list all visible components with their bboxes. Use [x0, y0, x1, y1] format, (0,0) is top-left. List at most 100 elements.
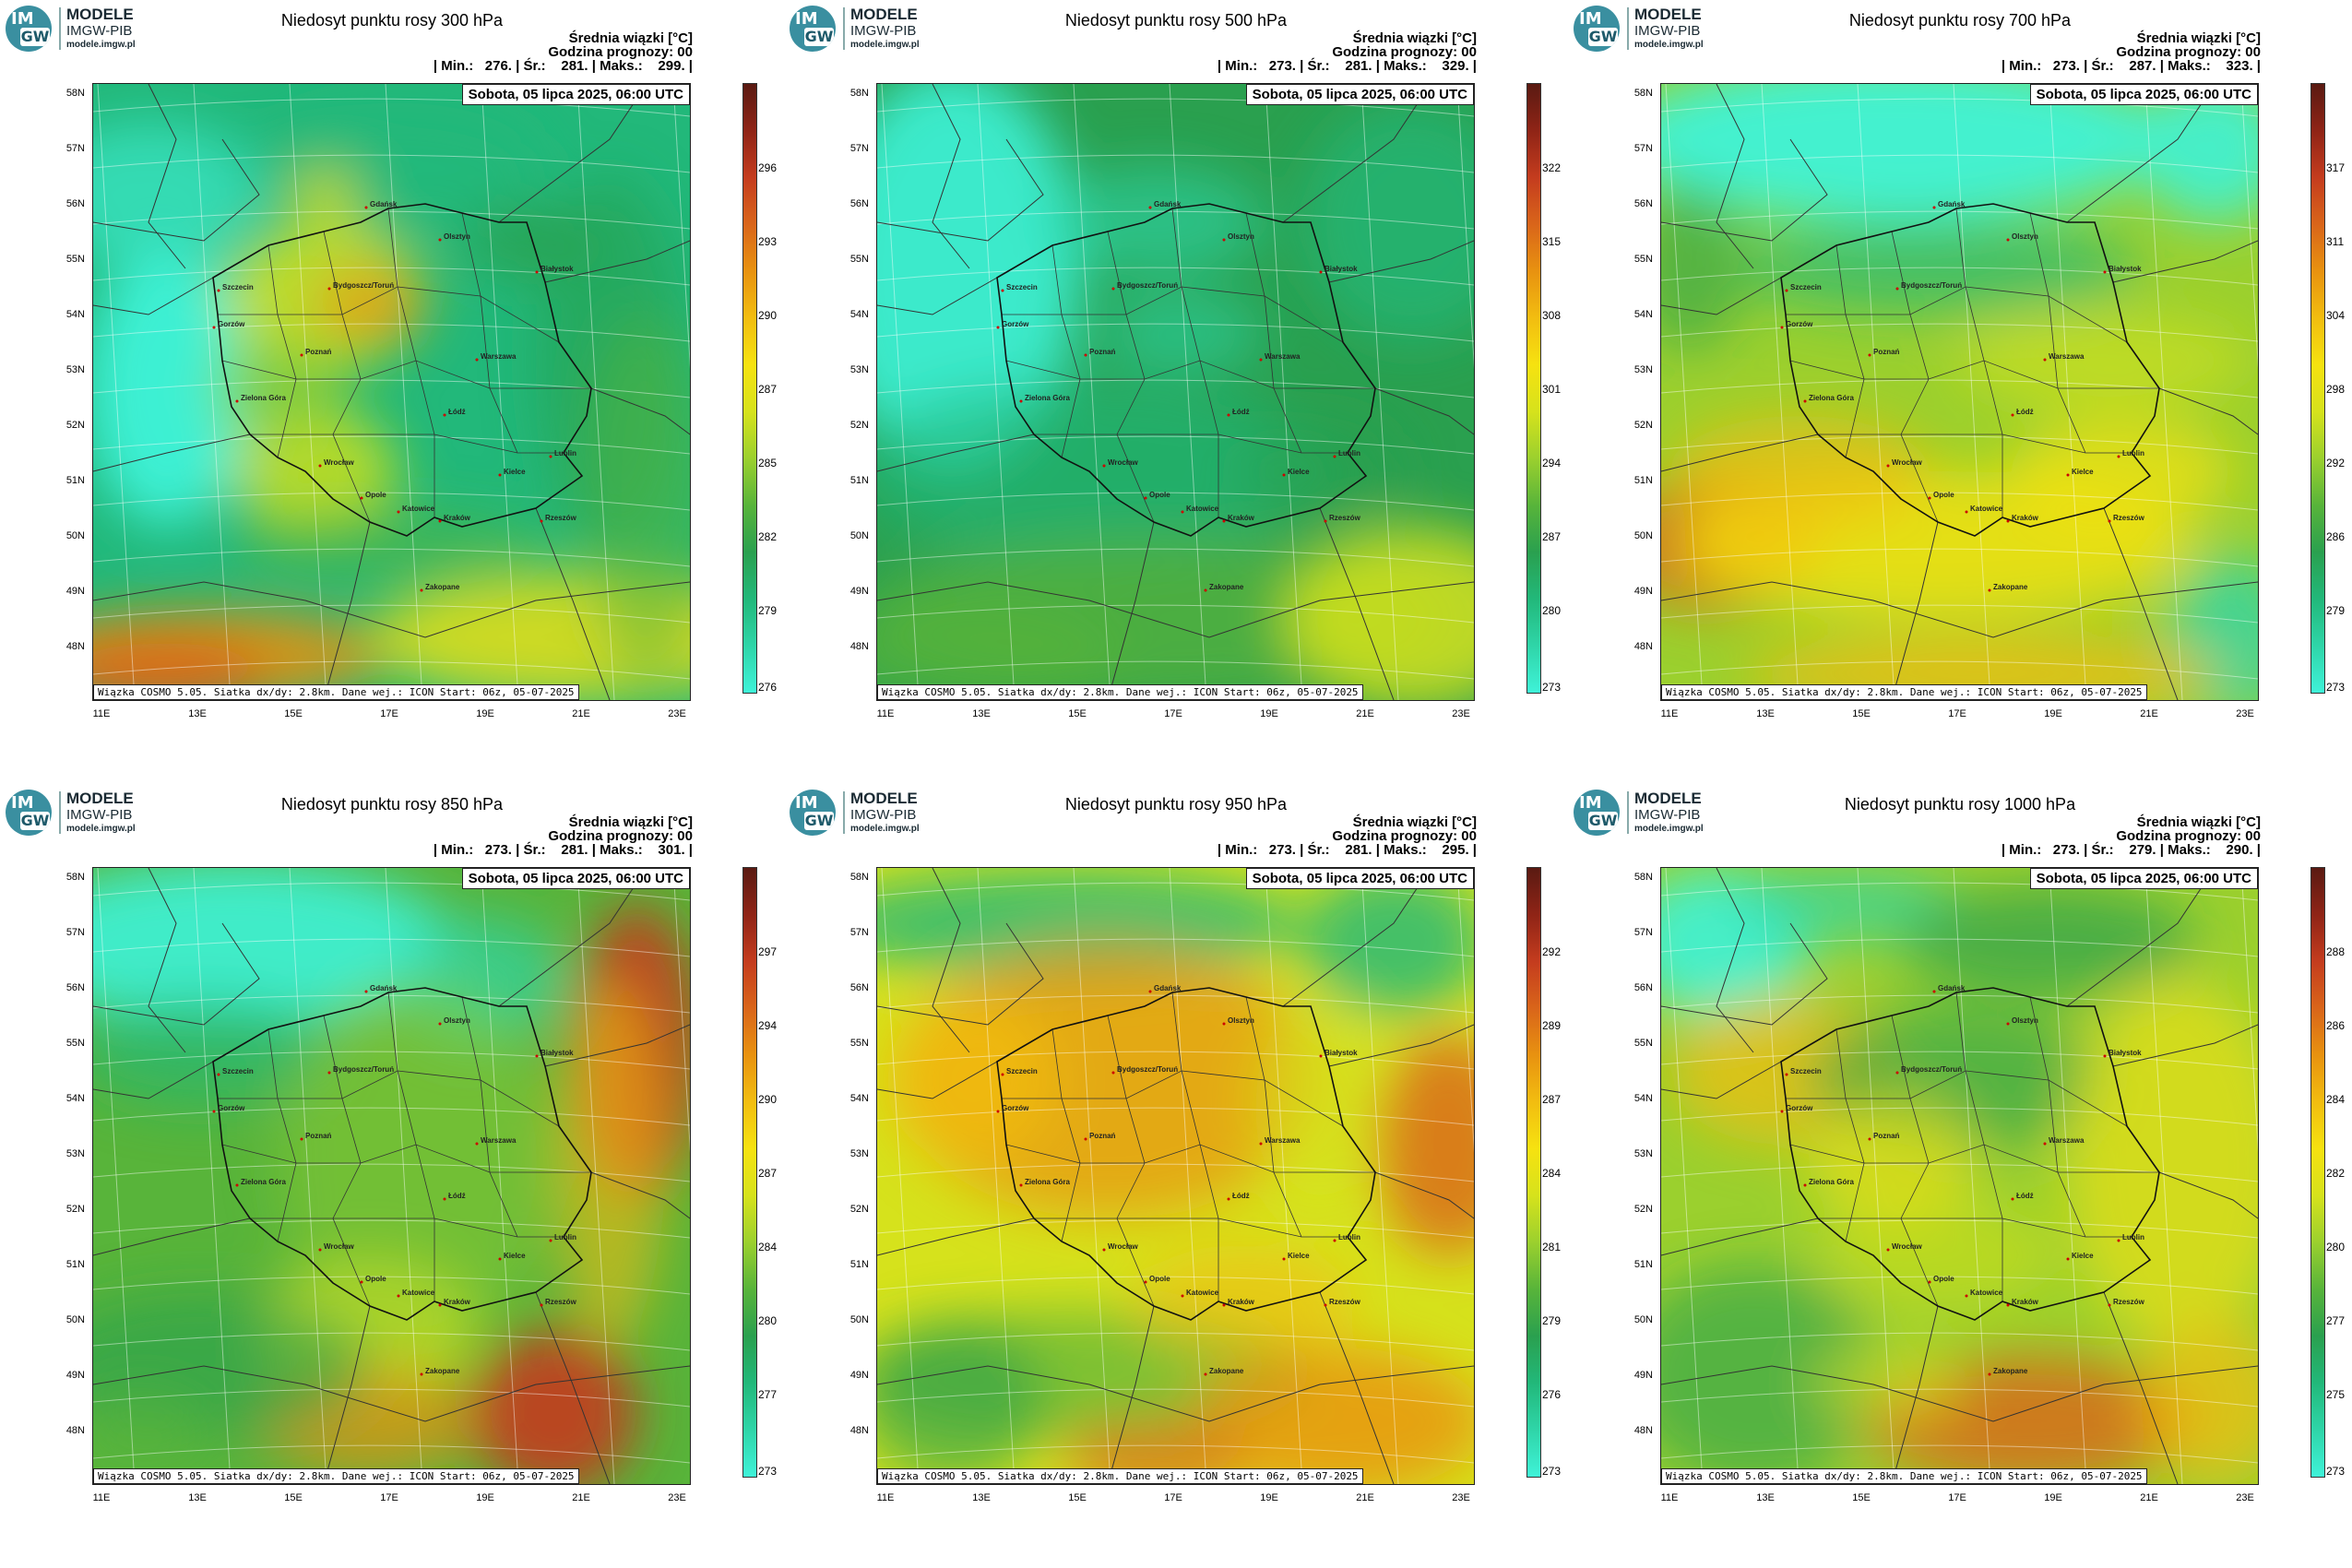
city-marker	[1932, 206, 1936, 209]
city-label: Zielona Góra	[1809, 1178, 1854, 1186]
forecast-hour: Godzina prognozy: 00	[2116, 44, 2261, 60]
city-label: Poznań	[1873, 348, 1900, 356]
city-label: Wrocław	[1108, 458, 1138, 467]
voivodeship-border	[1818, 1218, 2132, 1238]
city-label: Zakopane	[1993, 583, 2028, 591]
country-border	[93, 922, 260, 1026]
graticule-line	[877, 1276, 1474, 1295]
country-border	[1661, 922, 1828, 1026]
field-region	[877, 1320, 1043, 1484]
city-label: Wrocław	[1892, 458, 1922, 467]
country-border	[93, 1061, 214, 1099]
city-label: Rzeszów	[545, 1298, 576, 1306]
latitude-label: 57N	[1633, 927, 1653, 938]
graticule-line	[385, 868, 423, 1484]
voivodeship-border	[250, 434, 564, 454]
city-marker	[2066, 1257, 2070, 1261]
country-border	[1661, 1218, 1819, 1256]
voivodeship-border	[1245, 212, 1302, 454]
voivodeship-border	[1786, 1070, 2128, 1127]
latitude-label: 50N	[65, 530, 85, 541]
city-marker	[1319, 270, 1323, 274]
latitude-label: 51N	[65, 1259, 85, 1270]
graticule-line	[1360, 84, 1399, 700]
city-marker	[1111, 1071, 1115, 1075]
colorbar	[2310, 867, 2325, 1478]
colorbar-tick: 294	[1542, 457, 1562, 469]
imgw-logo: IM GW MODELE IMGW-PIB modele.imgw.pl	[790, 6, 928, 53]
city-marker	[420, 588, 423, 592]
field-layer	[1661, 868, 2258, 1484]
colorbar	[1526, 83, 1541, 694]
city-marker	[549, 1239, 552, 1242]
latitude-label: 55N	[849, 1038, 869, 1049]
latitude-label: 53N	[65, 1148, 85, 1159]
longitude-label: 15E	[284, 1492, 303, 1503]
longitude-label: 23E	[1452, 1492, 1470, 1503]
city-label: Poznań	[305, 1132, 332, 1140]
panel-title: Niedosyt punktu rosy 500 hPa	[1064, 11, 1288, 30]
city-marker	[1111, 287, 1115, 291]
latitude-label: 56N	[65, 198, 85, 209]
latitude-label: 58N	[65, 88, 85, 99]
city-label: Zielona Góra	[241, 1178, 286, 1186]
logo-mark-bottom: GW	[804, 28, 834, 46]
city-marker	[2103, 1054, 2107, 1058]
city-label: Gdańsk	[1154, 200, 1182, 208]
field-region	[93, 997, 333, 1108]
city-label: Szczecin	[222, 1067, 254, 1075]
logo-url: modele.imgw.pl	[850, 40, 920, 50]
voivodeship-border	[1245, 996, 1302, 1238]
forecast-map: Gdańsk Olsztyn Szczecin Bydgoszcz/Toruń Biał…	[876, 83, 1475, 701]
longitude-label: 15E	[1852, 1492, 1871, 1503]
graticule-line	[1661, 1444, 2258, 1464]
country-border	[323, 1305, 371, 1484]
colorbar-tick: 276	[1542, 1388, 1562, 1401]
city-marker	[1222, 1022, 1226, 1026]
graticule-line	[93, 154, 690, 173]
latitude-label: 55N	[1633, 1038, 1653, 1049]
city-label: Poznań	[1873, 1132, 1900, 1140]
imgw-logo-icon: IM GW	[1574, 6, 1620, 52]
graticule-line	[1169, 84, 1207, 700]
poland-border	[1780, 203, 2160, 537]
city-label: Poznań	[1089, 348, 1116, 356]
graticule-line	[1661, 492, 2258, 511]
graticule-line	[877, 1107, 1474, 1126]
city-marker	[300, 353, 303, 357]
city-label: Opole	[365, 1275, 386, 1283]
graticule-line	[1661, 98, 2258, 117]
field-layer	[877, 84, 1474, 700]
longitude-label: 19E	[1260, 708, 1278, 719]
graticule-line	[1661, 548, 2258, 567]
ensemble-info: Średnia wiązki [°C] Godzina prognozy: 00 |…	[1218, 31, 1477, 73]
colorbar-tick: 277	[2326, 1314, 2346, 1327]
city-marker	[535, 1054, 539, 1058]
city-label: Bydgoszcz/Toruń	[333, 1065, 395, 1074]
city-label: Zakopane	[1209, 583, 1244, 591]
graticule-line	[877, 1051, 1474, 1070]
city-label: Olsztyn	[1228, 232, 1254, 241]
city-marker	[1102, 1248, 1106, 1252]
field-region	[1301, 102, 1474, 342]
city-label: Kielce	[1288, 1252, 1310, 1260]
city-label: Białystok	[540, 1049, 574, 1057]
city-marker	[212, 326, 216, 329]
forecast-map: Gdańsk Olsztyn Szczecin Bydgoszcz/Toruń Biał…	[1660, 83, 2259, 701]
field-region	[877, 84, 1080, 471]
imgw-logo: IM GW MODELE IMGW-PIB modele.imgw.pl	[6, 790, 144, 837]
city-marker	[1227, 1197, 1230, 1201]
colorbar-tick: 296	[758, 161, 778, 174]
voivodeship-border	[1835, 244, 1865, 458]
longitude-label: 23E	[1452, 708, 1470, 719]
city-marker	[318, 1248, 322, 1252]
colorbar-tick: 294	[758, 1019, 778, 1032]
logo-mark-top: IM	[11, 9, 34, 29]
city-label: Zielona Góra	[241, 394, 286, 402]
city-label: Warszawa	[2049, 1136, 2085, 1145]
field-region	[1283, 527, 1474, 700]
panel-title: Niedosyt punktu rosy 950 hPa	[1064, 795, 1288, 814]
city-label: Opole	[1149, 491, 1170, 499]
latitude-label: 52N	[1633, 420, 1653, 431]
valid-time-box: Sobota, 05 lipca 2025, 06:00 UTC	[1245, 868, 1474, 889]
